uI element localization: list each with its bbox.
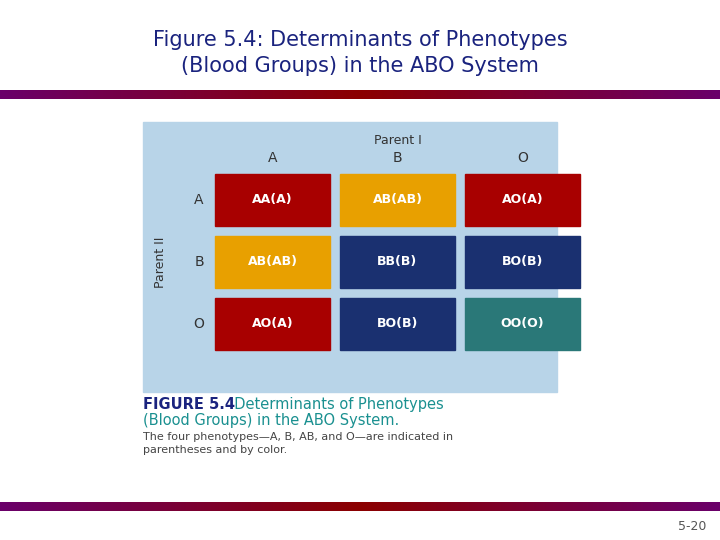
- Bar: [215, 174, 330, 226]
- Text: AO(A): AO(A): [252, 318, 293, 330]
- Text: O: O: [517, 151, 528, 165]
- Text: Determinants of Phenotypes: Determinants of Phenotypes: [225, 397, 444, 412]
- Text: BB(B): BB(B): [377, 255, 418, 268]
- Bar: [465, 174, 580, 226]
- Text: The four phenotypes—A, B, AB, and O—are indicated in
parentheses and by color.: The four phenotypes—A, B, AB, and O—are …: [143, 432, 453, 455]
- Text: A: A: [194, 193, 204, 207]
- Text: A: A: [268, 151, 277, 165]
- Bar: [465, 298, 580, 350]
- Bar: [340, 174, 455, 226]
- Text: 5-20: 5-20: [678, 519, 706, 532]
- Text: Figure 5.4: Determinants of Phenotypes
(Blood Groups) in the ABO System: Figure 5.4: Determinants of Phenotypes (…: [153, 30, 567, 76]
- Bar: [215, 298, 330, 350]
- Text: Parent II: Parent II: [155, 237, 168, 288]
- Text: (Blood Groups) in the ABO System.: (Blood Groups) in the ABO System.: [143, 413, 400, 428]
- Bar: [340, 298, 455, 350]
- Text: O: O: [194, 317, 204, 331]
- Text: AB(AB): AB(AB): [372, 193, 423, 206]
- Text: AB(AB): AB(AB): [248, 255, 297, 268]
- Text: BO(B): BO(B): [502, 255, 543, 268]
- Text: FIGURE 5.4: FIGURE 5.4: [143, 397, 235, 412]
- Text: B: B: [194, 255, 204, 269]
- Text: OO(O): OO(O): [500, 318, 544, 330]
- Bar: [340, 236, 455, 288]
- Bar: [215, 236, 330, 288]
- Text: AO(A): AO(A): [502, 193, 544, 206]
- Text: B: B: [392, 151, 402, 165]
- Bar: [465, 236, 580, 288]
- Bar: [143, 122, 557, 392]
- Text: BO(B): BO(B): [377, 318, 418, 330]
- Text: AA(A): AA(A): [252, 193, 293, 206]
- Text: Parent I: Parent I: [374, 133, 421, 146]
